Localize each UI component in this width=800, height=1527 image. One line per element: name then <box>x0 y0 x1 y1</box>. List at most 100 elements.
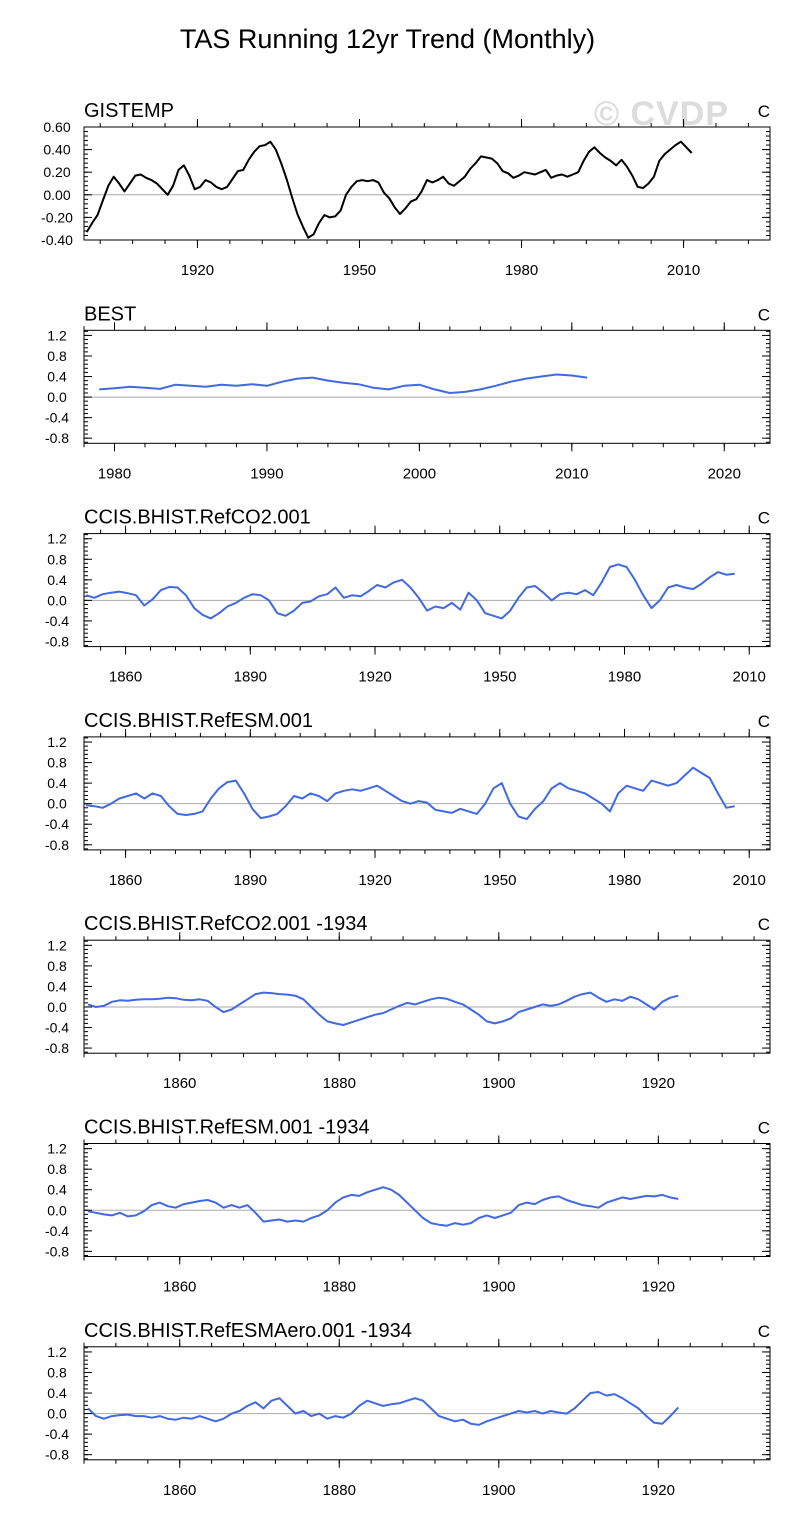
y-tick-label: -0.8 <box>45 1447 69 1463</box>
series-line <box>85 766 735 821</box>
panel-0: GISTEMP C -0.40 -0.20 0.00 0.20 0.40 0.60 1920 19… <box>41 100 771 279</box>
series-line <box>87 1186 679 1227</box>
y-tick-label: 1.2 <box>47 734 67 750</box>
panel-1: BEST C -0.8 -0.4 0.0 0.4 0.8 1.2 1980 1990 2000 201… <box>45 303 771 482</box>
x-tick-label: 1990 <box>250 465 283 482</box>
y-tick-label: 1.2 <box>47 1344 67 1360</box>
x-tick-label: 1860 <box>163 1075 196 1092</box>
y-tick-label: 0.00 <box>43 187 70 203</box>
x-tick-label: 1880 <box>323 1482 356 1499</box>
x-tick-label: 1950 <box>483 872 516 889</box>
series-line <box>85 140 693 239</box>
y-tick-label: -0.40 <box>41 232 73 248</box>
x-tick-label: 1860 <box>109 872 142 889</box>
panel-units: C <box>758 712 770 731</box>
panel-units: C <box>758 305 770 324</box>
plot-frame <box>83 329 771 444</box>
x-tick-label: 1920 <box>642 1075 675 1092</box>
y-tick-label: 0.8 <box>47 1161 67 1177</box>
series-line <box>99 373 588 394</box>
y-tick-label: -0.4 <box>45 1426 69 1442</box>
x-tick-label: 1920 <box>642 1482 675 1499</box>
y-tick-label: 0.40 <box>43 142 70 158</box>
series-line <box>87 991 679 1026</box>
plot-frame <box>83 939 771 1054</box>
x-tick-label: 1980 <box>505 262 538 279</box>
x-tick-label: 1880 <box>323 1075 356 1092</box>
y-tick-label: 0.8 <box>47 958 67 974</box>
figure-title: TAS Running 12yr Trend (Monthly) <box>179 24 596 54</box>
x-tick-label: 2000 <box>403 465 436 482</box>
panel-title: CCIS.BHIST.RefESMAero.001 -1934 <box>84 1320 412 1342</box>
panel-3: CCIS.BHIST.RefESM.001 C -0.8 -0.4 0.0 0.4 0.8 1… <box>45 710 771 889</box>
panel-title: BEST <box>84 303 136 325</box>
y-tick-label: 0.8 <box>47 551 67 567</box>
y-tick-label: -0.8 <box>45 633 69 649</box>
plot-frame <box>83 736 771 851</box>
panel-units: C <box>758 915 770 934</box>
panel-title: CCIS.BHIST.RefESM.001 -1934 <box>84 1117 370 1139</box>
y-tick-label: 0.60 <box>43 119 70 135</box>
y-tick-label: -0.8 <box>45 1243 69 1259</box>
y-tick-label: -0.20 <box>41 209 73 225</box>
plot-frame <box>83 1143 771 1257</box>
x-tick-label: 2020 <box>708 465 741 482</box>
x-tick-label: 1920 <box>642 1279 675 1296</box>
x-tick-label: 1890 <box>234 669 267 686</box>
x-tick-label: 1860 <box>163 1482 196 1499</box>
panel-units: C <box>758 509 770 528</box>
series-line <box>87 1391 680 1426</box>
x-tick-label: 1900 <box>482 1279 515 1296</box>
y-tick-label: 1.2 <box>47 1141 67 1157</box>
y-tick-label: 0.0 <box>47 389 67 405</box>
y-tick-label: 0.0 <box>47 592 67 608</box>
y-tick-label: -0.4 <box>45 613 69 629</box>
panel-title: CCIS.BHIST.RefCO2.001 <box>84 507 311 529</box>
y-tick-label: -0.4 <box>45 1020 69 1036</box>
y-tick-label: -0.8 <box>45 1040 69 1056</box>
y-tick-label: 1.2 <box>47 937 67 953</box>
y-tick-label: 0.4 <box>47 369 67 385</box>
x-tick-label: 1900 <box>482 1482 515 1499</box>
y-tick-label: 0.4 <box>47 572 67 588</box>
panel-title: CCIS.BHIST.RefCO2.001 -1934 <box>84 913 367 935</box>
panel-title: GISTEMP <box>84 100 174 122</box>
x-tick-label: 1890 <box>234 872 267 889</box>
panel-6: CCIS.BHIST.RefESMAero.001 -1934 C -0.8 -0.4… <box>45 1320 771 1499</box>
x-tick-label: 1860 <box>109 669 142 686</box>
plot-frame <box>83 126 771 241</box>
y-tick-label: 0.0 <box>47 999 67 1015</box>
y-tick-label: 0.4 <box>47 1182 67 1198</box>
x-tick-label: 2010 <box>733 669 766 686</box>
y-tick-label: 0.4 <box>47 1385 67 1401</box>
panel-2: CCIS.BHIST.RefCO2.001 C -0.8 -0.4 0.0 0.4 0.8 1… <box>45 507 771 686</box>
panel-units: C <box>758 102 770 121</box>
plot-frame <box>83 1346 771 1461</box>
x-tick-label: 1950 <box>343 262 376 279</box>
x-tick-label: 1920 <box>358 872 391 889</box>
plot-frame <box>83 533 771 648</box>
x-tick-label: 1920 <box>358 669 391 686</box>
y-tick-label: 0.0 <box>47 1202 67 1218</box>
y-tick-label: 0.20 <box>43 164 70 180</box>
y-tick-label: 0.8 <box>47 348 67 364</box>
y-tick-label: 1.2 <box>47 327 67 343</box>
panel-4: CCIS.BHIST.RefCO2.001 -1934 C -0.8 -0.4 0.0 0… <box>45 913 771 1092</box>
series-line <box>85 563 735 620</box>
y-tick-label: -0.4 <box>45 816 69 832</box>
y-tick-label: 0.0 <box>47 796 67 812</box>
y-tick-label: 0.8 <box>47 755 67 771</box>
x-tick-label: 1980 <box>98 465 131 482</box>
x-tick-label: 1880 <box>323 1279 356 1296</box>
y-tick-label: 0.8 <box>47 1364 67 1380</box>
x-tick-label: 1920 <box>181 262 214 279</box>
x-tick-label: 1860 <box>163 1279 196 1296</box>
x-tick-label: 2010 <box>667 262 700 279</box>
y-tick-label: 0.4 <box>47 978 67 994</box>
panel-units: C <box>758 1322 770 1341</box>
y-tick-label: -0.8 <box>45 430 69 446</box>
x-tick-label: 2010 <box>733 872 766 889</box>
x-tick-label: 1980 <box>608 669 641 686</box>
x-tick-label: 1980 <box>608 872 641 889</box>
